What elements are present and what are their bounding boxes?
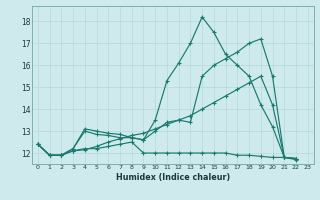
X-axis label: Humidex (Indice chaleur): Humidex (Indice chaleur): [116, 173, 230, 182]
